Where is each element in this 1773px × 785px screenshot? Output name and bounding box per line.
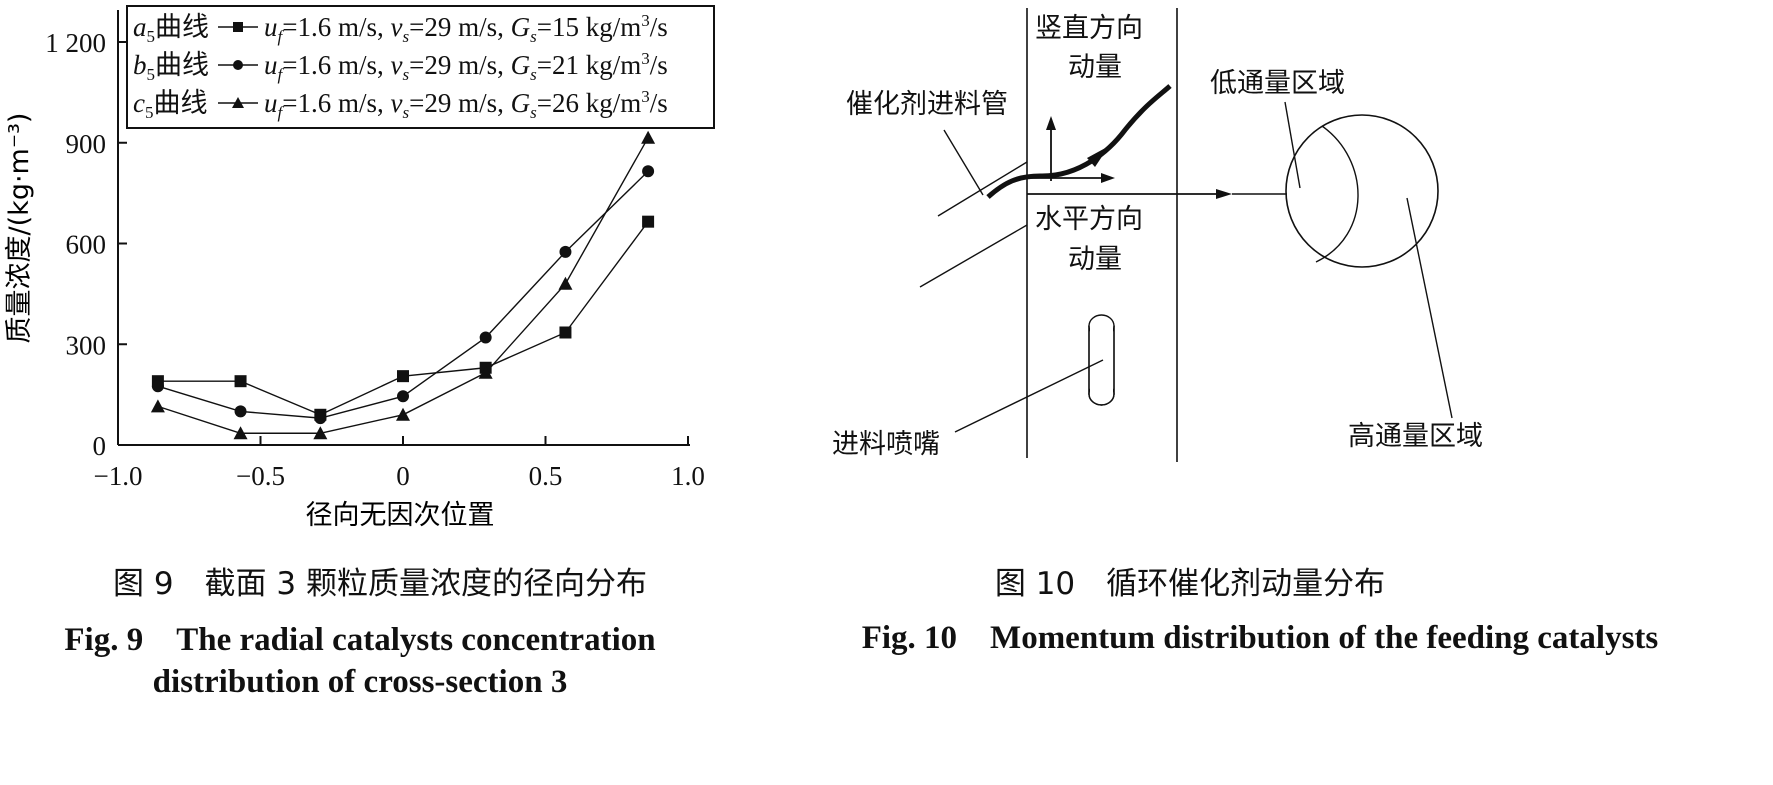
vertical-momentum-label-2: 动量 [1068, 52, 1122, 83]
catalyst-trajectory [986, 84, 1172, 199]
x-tick-label: −1.0 [94, 461, 143, 491]
feed-pipe-leader [943, 129, 984, 196]
fig9-caption-en-line2: distribution of cross-section 3 [152, 664, 568, 700]
nozzle-leader [954, 359, 1104, 433]
y-ticks: 0 300 600 900 1 200 [45, 28, 127, 461]
legend-params-a5: uf=1.6 m/s, vs=29 m/s, Gs=15 kg/m3/s [264, 11, 668, 46]
data-point-c5 [558, 276, 573, 290]
data-point-b5 [397, 390, 409, 403]
nozzle-label: 进料喷嘴 [832, 429, 940, 460]
diagram-labels: 竖直方向 动量 催化剂进料管 水平方向 动量 低通量区域 高通量区域 进料喷嘴 [832, 13, 1483, 460]
legend-sample-marker-a5 [233, 22, 243, 32]
high-flux-label: 高通量区域 [1348, 421, 1483, 452]
legend-sample-marker-c5 [232, 97, 244, 108]
data-point-b5 [314, 412, 327, 425]
x-tick-label: −0.5 [236, 461, 285, 491]
vertical-momentum-arrow-head [1046, 116, 1056, 130]
legend: a5曲线 uf=1.6 m/s, vs=29 m/s, Gs=15 kg/m3/s… [126, 5, 715, 129]
low-flux-label: 低通量区域 [1210, 68, 1345, 99]
series-line-c5 [157, 137, 649, 434]
data-point-c5 [478, 365, 493, 379]
projection-arrow-head [1216, 189, 1232, 199]
legend-label-c5: c5曲线 [133, 88, 207, 122]
momentum-diagram [919, 8, 1453, 462]
legend-params-c5: uf=1.6 m/s, vs=29 m/s, Gs=26 kg/m3/s [264, 87, 668, 122]
fig9-caption-en-line1: Fig. 9 The radial catalysts concentratio… [64, 622, 656, 658]
data-point-c5 [313, 426, 328, 440]
feed-pipe-upper-line [937, 161, 1028, 217]
trajectory-arrow-head [1087, 146, 1109, 167]
fig9-caption-cn: 图 9 截面 3 颗粒质量浓度的径向分布 [112, 566, 647, 602]
x-tick-label: 0 [396, 461, 410, 491]
legend-sample-marker-b5 [233, 60, 243, 70]
data-point-a5 [642, 215, 655, 228]
data-point-c5 [150, 399, 165, 413]
y-tick-label: 300 [66, 330, 107, 360]
series-lines [157, 137, 649, 434]
data-point-a5 [559, 326, 572, 339]
series-markers [150, 130, 656, 440]
data-point-a5 [234, 375, 247, 388]
data-point-b5 [479, 331, 492, 344]
data-point-b5 [151, 380, 164, 393]
data-point-b5 [559, 245, 572, 258]
data-point-c5 [396, 407, 410, 421]
series-line-a5 [157, 221, 649, 416]
vertical-momentum-label-1: 竖直方向 [1035, 13, 1143, 44]
low-flux-leader [1284, 101, 1301, 189]
nozzle-bottom-arc [1088, 393, 1115, 406]
concentration-chart: 0 300 600 900 1 200 −1.0 −0.5 0 0.5 1.0 质量浓度/(kg… [4, 5, 715, 531]
y-axis-label: 质量浓度/(kg·m⁻³) [4, 113, 35, 344]
fig10-caption-cn: 图 10 循环催化剂动量分布 [994, 566, 1386, 602]
y-tick-label: 900 [66, 129, 107, 159]
data-point-c5 [233, 426, 248, 440]
fig10-caption-en: Fig. 10 Momentum distribution of the fee… [861, 620, 1659, 656]
legend-label-a5: a5曲线 [133, 12, 209, 46]
data-point-a5 [397, 370, 409, 383]
legend-label-b5: b5曲线 [133, 50, 209, 84]
feed-pipe-label: 催化剂进料管 [846, 89, 1008, 120]
data-point-b5 [642, 165, 655, 178]
legend-params-b5: uf=1.6 m/s, vs=29 m/s, Gs=21 kg/m3/s [264, 49, 668, 84]
y-tick-label: 1 200 [45, 28, 106, 58]
x-tick-label: 0.5 [529, 461, 563, 491]
x-ticks: −1.0 −0.5 0 0.5 1.0 [94, 436, 705, 491]
high-flux-leader [1406, 197, 1453, 419]
horizontal-momentum-label-1: 水平方向 [1035, 204, 1143, 235]
horizontal-momentum-arrow-head [1101, 173, 1115, 183]
low-flux-boundary [1315, 125, 1359, 263]
data-point-b5 [234, 405, 247, 418]
x-axis-label: 径向无因次位置 [306, 500, 495, 531]
data-point-c5 [641, 130, 656, 144]
y-tick-label: 0 [93, 431, 107, 461]
horizontal-momentum-label-2: 动量 [1068, 244, 1122, 275]
feed-pipe-lower-line [919, 224, 1028, 288]
cross-section-circle [1285, 114, 1439, 268]
x-tick-label: 1.0 [671, 461, 705, 491]
y-tick-label: 600 [66, 230, 107, 260]
